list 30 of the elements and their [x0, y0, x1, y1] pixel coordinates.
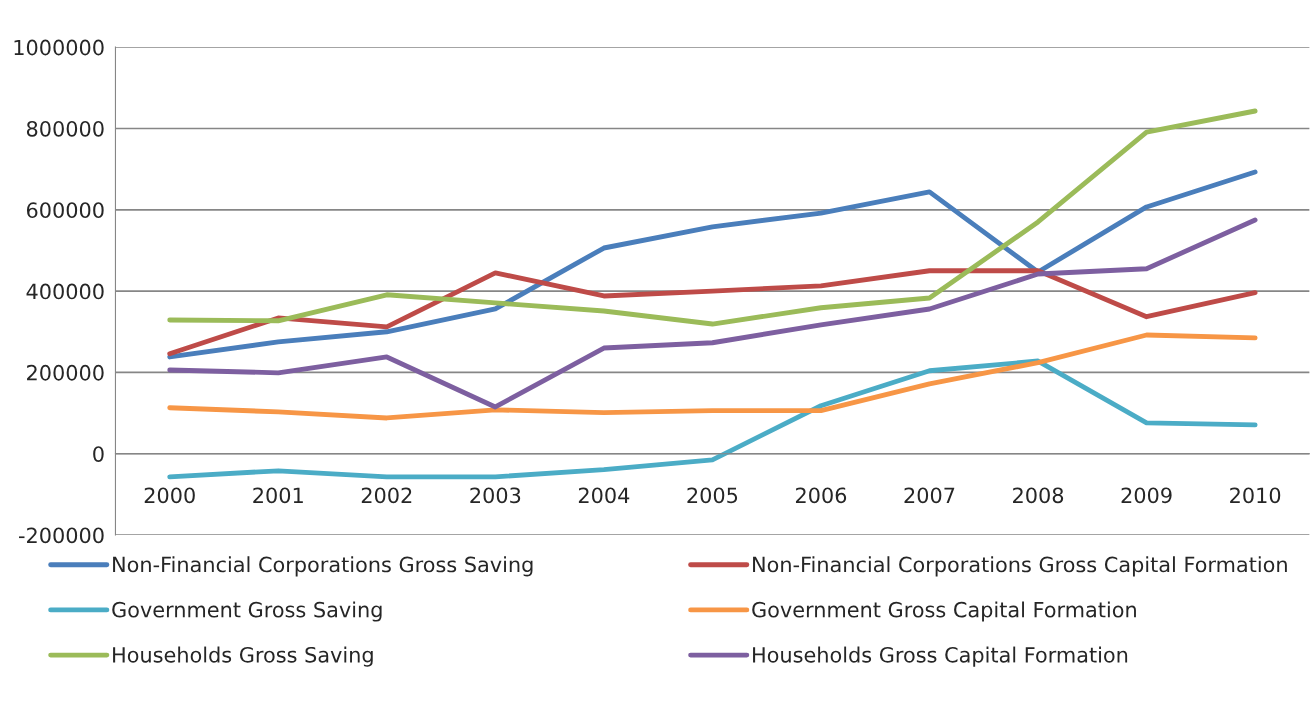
legend-label: Non-Financial Corporations Gross Saving [113, 556, 533, 577]
x-tick-label: 2009 [1121, 487, 1172, 504]
line-series [167, 108, 1258, 327]
y-tick-label: 400000 [26, 283, 104, 300]
line-series [167, 358, 1258, 480]
y-tick-label: -200000 [19, 527, 104, 544]
x-tick-label: 2005 [687, 487, 738, 504]
x-tick-label: 2000 [144, 487, 195, 504]
x-tick-label: 2010 [1230, 487, 1281, 504]
y-tick-label: 1000000 [14, 39, 104, 56]
y-tick-label: 0 [93, 446, 104, 462]
x-tick-label: 2006 [795, 487, 847, 504]
line-series [167, 268, 1258, 357]
legend-label: Government Gross Saving [112, 601, 382, 622]
x-tick-label: 2007 [904, 487, 955, 504]
x-tick-label: 2002 [361, 487, 412, 504]
legend-label: Non-Financial Corporations Gross Capital Formation [753, 556, 1287, 577]
x-tick-label: 2004 [578, 487, 630, 504]
x-tick-label: 2003 [470, 487, 521, 504]
x-tick-label: 2008 [1013, 487, 1064, 504]
y-tick-label: 600000 [26, 202, 104, 218]
y-tick-label: 800000 [26, 120, 104, 137]
x-tick-label: 2001 [253, 487, 303, 504]
legend-label: Government Gross Capital Formation [752, 601, 1136, 622]
line-series [167, 217, 1258, 410]
line-series [167, 169, 1258, 360]
y-tick-label: 200000 [27, 364, 104, 381]
line-series [167, 332, 1258, 421]
legend-label: Households Gross Saving [113, 646, 373, 667]
legend-label: Households Gross Capital Formation [753, 646, 1128, 667]
